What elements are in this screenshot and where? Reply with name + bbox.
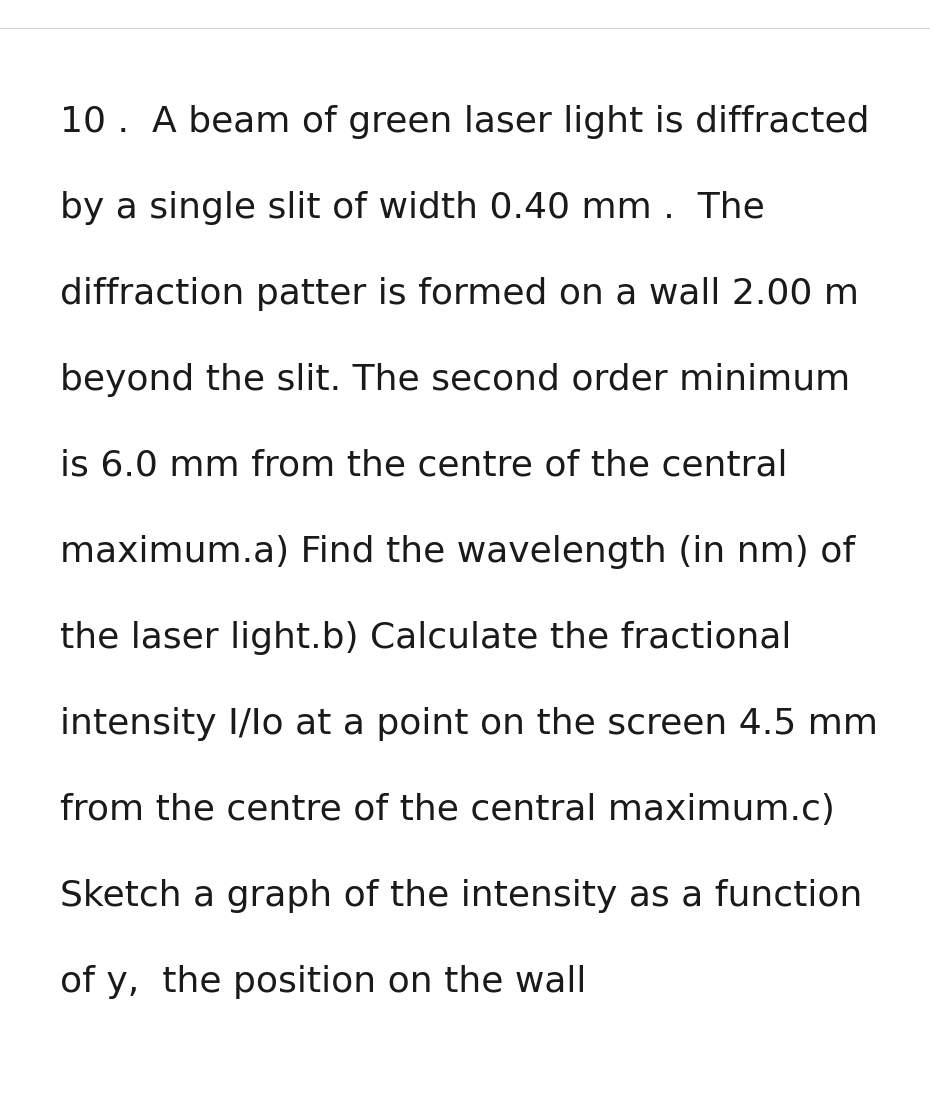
Text: of y,  the position on the wall: of y, the position on the wall bbox=[60, 964, 587, 999]
Text: is 6.0 mm from the centre of the central: is 6.0 mm from the centre of the central bbox=[60, 449, 788, 483]
Text: diffraction patter is formed on a wall 2.00 m: diffraction patter is formed on a wall 2… bbox=[60, 277, 859, 310]
Text: beyond the slit. The second order minimum: beyond the slit. The second order minimu… bbox=[60, 363, 850, 397]
Text: the laser light.b) Calculate the fractional: the laser light.b) Calculate the fractio… bbox=[60, 621, 791, 655]
Text: Sketch a graph of the intensity as a function: Sketch a graph of the intensity as a fun… bbox=[60, 879, 862, 913]
Text: 10 .  A beam of green laser light is diffracted: 10 . A beam of green laser light is diff… bbox=[60, 105, 870, 139]
Text: maximum.a) Find the wavelength (in nm) of: maximum.a) Find the wavelength (in nm) o… bbox=[60, 535, 855, 569]
Text: by a single slit of width 0.40 mm .  The: by a single slit of width 0.40 mm . The bbox=[60, 190, 764, 225]
Text: intensity I/Io at a point on the screen 4.5 mm: intensity I/Io at a point on the screen … bbox=[60, 707, 878, 741]
Text: from the centre of the central maximum.c): from the centre of the central maximum.c… bbox=[60, 793, 835, 827]
